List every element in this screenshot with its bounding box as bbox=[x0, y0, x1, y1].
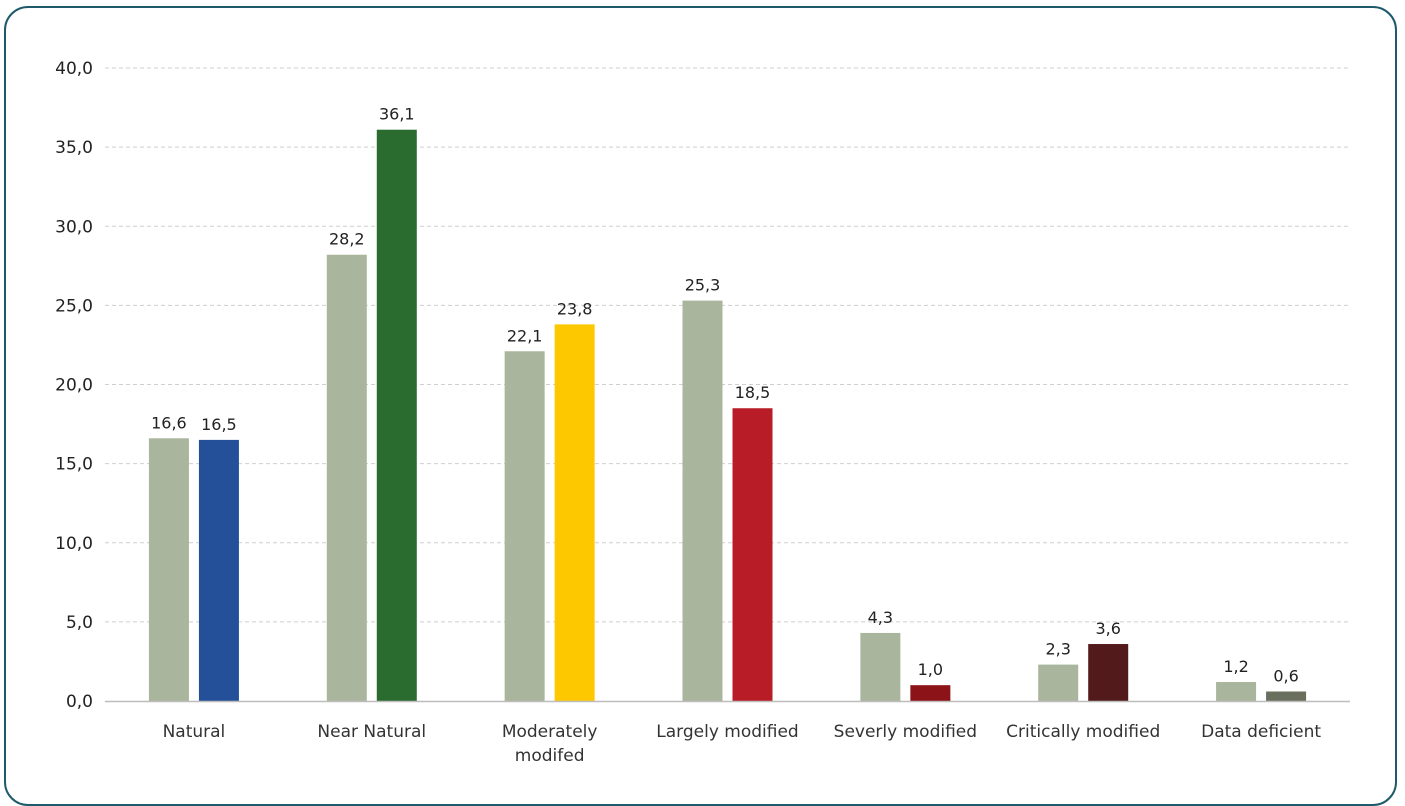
y-tick-label: 10,0 bbox=[55, 534, 93, 554]
data-label: 2,3 bbox=[1045, 640, 1070, 659]
bar bbox=[326, 254, 367, 702]
bar bbox=[860, 632, 901, 701]
bar bbox=[1088, 644, 1129, 701]
y-tick-label: 30,0 bbox=[55, 217, 93, 237]
x-tick-label: Near Natural bbox=[317, 722, 426, 742]
y-axis: 0,0 5,0 10,0 15,0 20,0 25,0 30,0 35,0 40,0 bbox=[55, 59, 93, 712]
y-tick-label: 25,0 bbox=[55, 296, 93, 316]
y-tick-label: 40,0 bbox=[55, 59, 93, 79]
y-tick-label: 0,0 bbox=[66, 692, 93, 712]
data-label: 4,3 bbox=[868, 608, 893, 627]
y-tick-label: 35,0 bbox=[55, 138, 93, 158]
bar bbox=[148, 438, 189, 701]
x-tick-label: Data deficient bbox=[1201, 722, 1321, 742]
data-label: 36,1 bbox=[379, 105, 415, 124]
bar bbox=[504, 351, 545, 701]
y-tick-label: 20,0 bbox=[55, 376, 93, 396]
data-label: 23,8 bbox=[557, 299, 593, 318]
bar bbox=[1038, 664, 1079, 701]
data-label: 16,6 bbox=[151, 413, 187, 432]
x-axis: Natural Near Natural Moderately modifed Larg… bbox=[105, 700, 1350, 766]
bar bbox=[682, 300, 723, 701]
data-label: 1,0 bbox=[918, 660, 943, 679]
x-tick-label: Natural bbox=[163, 722, 226, 742]
bar bbox=[732, 408, 773, 701]
data-label: 1,2 bbox=[1223, 657, 1248, 676]
x-tick-label: Critically modified bbox=[1006, 722, 1160, 742]
data-label: 22,1 bbox=[507, 326, 543, 345]
bar bbox=[376, 129, 417, 701]
bar bbox=[1216, 682, 1257, 701]
data-label: 18,5 bbox=[735, 383, 771, 402]
bar bbox=[910, 685, 951, 701]
x-tick-label: Largely modified bbox=[656, 722, 798, 742]
x-tick-label: Moderately bbox=[502, 722, 598, 742]
y-tick-label: 5,0 bbox=[66, 613, 93, 633]
data-label: 16,5 bbox=[201, 415, 237, 434]
bars bbox=[148, 129, 1307, 702]
x-tick-label: Severly modified bbox=[834, 722, 977, 742]
bar bbox=[198, 439, 239, 701]
data-label: 3,6 bbox=[1095, 619, 1120, 638]
bar bbox=[554, 324, 595, 701]
y-tick-label: 15,0 bbox=[55, 455, 93, 475]
gridlines bbox=[105, 67, 1350, 623]
bar bbox=[1266, 691, 1307, 701]
data-label: 28,2 bbox=[329, 230, 365, 249]
data-labels: 16,6 16,5 28,2 36,1 22,1 23,8 25,3 18,5 4,3 1,0 2,… bbox=[151, 105, 1299, 686]
x-tick-label: modifed bbox=[515, 746, 585, 766]
data-label: 0,6 bbox=[1273, 667, 1298, 686]
data-label: 25,3 bbox=[685, 276, 721, 295]
bar-chart: 0,05,010,015,020,025,030,035,040,0 16,6 1… bbox=[55, 59, 1350, 766]
